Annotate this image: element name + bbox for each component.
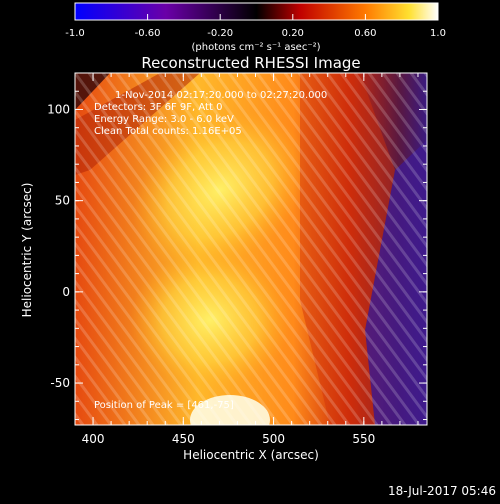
streak-line <box>199 73 427 382</box>
x-tick-label: 550 <box>352 432 375 446</box>
streak-line <box>269 73 427 287</box>
chart-title: Reconstructed RHESSI Image <box>141 54 360 72</box>
y-tick-label: 100 <box>47 102 70 116</box>
streak-line <box>87 73 351 425</box>
peak-position-text: Position of Peak = [461,-75] <box>94 400 234 411</box>
x-axis: 400 450 500 550 <box>82 73 419 446</box>
streak-line <box>75 222 225 425</box>
y-axis: -50 0 50 100 <box>47 72 427 421</box>
colorbar-ticks: -1.0 -0.60 -0.20 0.20 0.60 1.0 <box>65 14 446 39</box>
y-tick-label: 0 <box>62 285 70 299</box>
clean-counts-text: Clean Total counts: 1.16E+05 <box>94 126 242 137</box>
streak-line <box>227 73 427 344</box>
red-band-right <box>300 73 395 425</box>
streak-line <box>115 73 379 425</box>
streak-line <box>439 73 500 425</box>
colorbar-gradient <box>74 2 439 21</box>
streak-line <box>75 165 267 425</box>
streak-line <box>311 73 427 230</box>
streak-line <box>75 411 85 425</box>
streak-line <box>143 73 407 425</box>
image-area <box>0 73 500 425</box>
overlay-text: 1-Nov-2014 02:17:20.000 to 02:27:20.000 … <box>94 90 327 411</box>
streak-line <box>75 335 141 425</box>
colorbar: -1.0 -0.60 -0.20 0.20 0.60 1.0 (photons cm⁻² … <box>65 2 446 53</box>
streak-line <box>213 73 427 363</box>
colorbar-tick-label: -0.20 <box>207 28 233 39</box>
streak-line <box>481 73 500 425</box>
colorbar-tick-label: -1.0 <box>65 28 85 39</box>
x-tick-label: 400 <box>82 432 105 446</box>
footer-timestamp: 18-Jul-2017 05:46 <box>388 484 496 498</box>
bright-lobe-lower <box>130 250 290 390</box>
streak-line <box>75 184 253 425</box>
streak-pattern <box>0 73 500 425</box>
streak-line <box>129 73 393 425</box>
streak-line <box>241 73 427 325</box>
streak-line <box>75 108 309 425</box>
streak-line <box>283 73 427 268</box>
colorbar-units: (photons cm⁻² s⁻¹ asec⁻²) <box>191 42 320 53</box>
streak-line <box>325 73 427 211</box>
x-axis-label: Heliocentric X (arcsec) <box>183 448 319 462</box>
streak-line <box>423 73 427 79</box>
streak-line <box>467 73 500 425</box>
streak-line <box>75 127 295 425</box>
y-tick-label: 50 <box>55 194 70 208</box>
streak-line <box>75 354 127 425</box>
streak-line <box>75 73 337 425</box>
energy-range-text: Energy Range: 3.0 - 6.0 keV <box>94 114 234 125</box>
streak-line <box>75 146 281 425</box>
streak-line <box>75 278 183 425</box>
y-tick-label: -50 <box>50 376 70 390</box>
streak-line <box>75 316 155 425</box>
streak-line <box>185 73 427 401</box>
dark-corner-top-left <box>75 73 110 110</box>
colorbar-tick-label: 0.60 <box>354 28 376 39</box>
purple-region-right <box>365 140 427 425</box>
streak-line <box>353 73 427 174</box>
streak-line <box>297 73 427 249</box>
bright-lobe-upper <box>132 110 308 270</box>
time-range-text: 1-Nov-2014 02:17:20.000 to 02:27:20.000 <box>115 90 327 101</box>
streak-line <box>75 203 239 425</box>
streak-line <box>495 73 500 425</box>
streak-line <box>157 73 421 425</box>
streak-line <box>171 73 427 420</box>
x-tick-label: 500 <box>262 432 285 446</box>
streak-line <box>453 73 500 425</box>
streak-line <box>367 73 427 155</box>
colorbar-tick-label: 1.0 <box>430 28 446 39</box>
streak-line <box>75 297 169 425</box>
colorbar-tick-label: 0.20 <box>282 28 304 39</box>
x-tick-label: 450 <box>172 432 195 446</box>
y-axis-label: Heliocentric Y (arcsec) <box>20 183 34 318</box>
streak-line <box>381 73 427 136</box>
streak-line <box>75 89 323 425</box>
streak-line <box>0 73 69 425</box>
streak-line <box>339 73 427 192</box>
plot-frame <box>74 72 428 426</box>
streak-line <box>255 73 427 306</box>
dark-band-top <box>75 73 200 175</box>
streak-line <box>101 73 365 425</box>
colorbar-tick-label: -0.60 <box>135 28 161 39</box>
detectors-text: Detectors: 3F 6F 9F, Att 0 <box>94 102 222 113</box>
streak-line <box>75 241 211 425</box>
streak-line <box>75 260 197 425</box>
bright-core-bottom <box>190 395 270 425</box>
